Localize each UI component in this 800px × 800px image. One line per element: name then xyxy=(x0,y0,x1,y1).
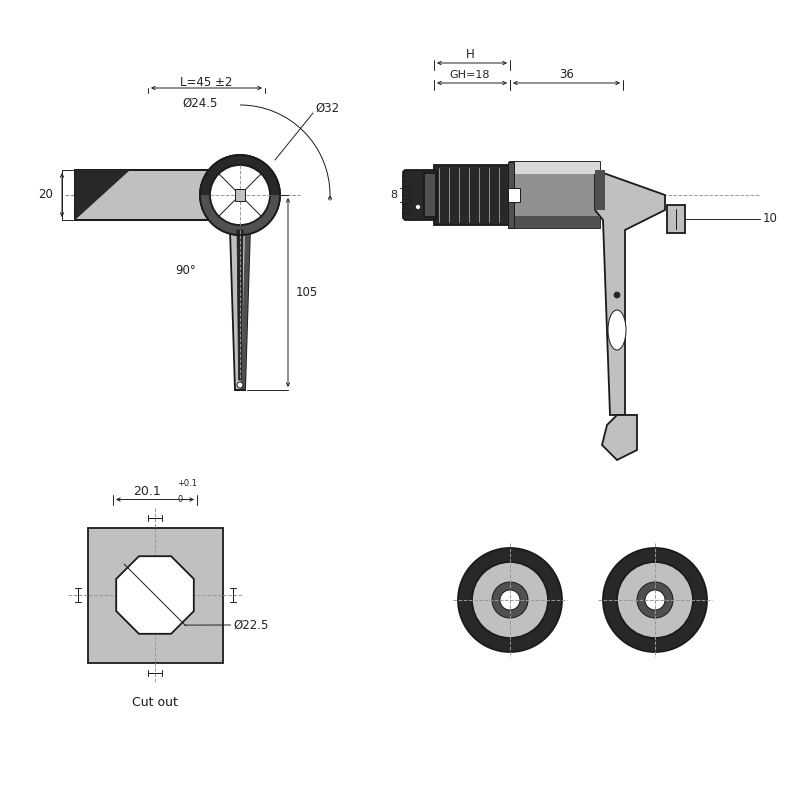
Text: 8: 8 xyxy=(390,190,397,200)
Polygon shape xyxy=(241,230,250,390)
Bar xyxy=(424,173,436,217)
Bar xyxy=(87,527,222,662)
Bar xyxy=(235,189,245,201)
Bar xyxy=(667,205,685,233)
Text: +0.1: +0.1 xyxy=(177,479,197,489)
Bar xyxy=(75,170,234,220)
Bar xyxy=(434,165,510,225)
Bar xyxy=(508,162,514,228)
Bar xyxy=(510,162,600,174)
Text: 105: 105 xyxy=(296,286,318,299)
Text: 0: 0 xyxy=(177,494,182,503)
Circle shape xyxy=(603,548,707,652)
Text: Ø24.5: Ø24.5 xyxy=(182,97,218,110)
Polygon shape xyxy=(75,170,130,220)
Circle shape xyxy=(415,205,421,210)
Wedge shape xyxy=(200,155,280,195)
Circle shape xyxy=(614,292,620,298)
Circle shape xyxy=(458,548,562,652)
Wedge shape xyxy=(200,195,280,235)
Circle shape xyxy=(645,590,665,610)
Circle shape xyxy=(472,562,548,638)
Ellipse shape xyxy=(608,310,626,350)
Polygon shape xyxy=(237,230,243,380)
Bar xyxy=(402,199,410,204)
Circle shape xyxy=(617,562,693,638)
Circle shape xyxy=(637,582,673,618)
Bar xyxy=(510,162,600,228)
Polygon shape xyxy=(230,230,250,390)
Text: L=45 ±2: L=45 ±2 xyxy=(180,75,233,89)
Circle shape xyxy=(200,155,280,235)
Polygon shape xyxy=(602,415,637,460)
Text: 36: 36 xyxy=(559,69,574,82)
Text: GH=18: GH=18 xyxy=(450,70,490,80)
Bar xyxy=(508,188,520,202)
Text: 20.1: 20.1 xyxy=(133,485,161,498)
Polygon shape xyxy=(116,556,194,634)
Polygon shape xyxy=(214,170,234,188)
Bar xyxy=(510,216,600,228)
Circle shape xyxy=(500,590,520,610)
Text: Ø32: Ø32 xyxy=(315,102,339,114)
Circle shape xyxy=(210,165,270,225)
FancyBboxPatch shape xyxy=(403,170,437,220)
Bar xyxy=(402,208,410,213)
Polygon shape xyxy=(595,170,605,210)
Bar xyxy=(402,190,410,195)
Polygon shape xyxy=(595,170,665,415)
Text: 10: 10 xyxy=(763,213,778,226)
Text: Cut out: Cut out xyxy=(132,696,178,709)
Circle shape xyxy=(492,582,528,618)
Text: 90°: 90° xyxy=(175,263,196,277)
Text: Ø22.5: Ø22.5 xyxy=(234,618,269,631)
Circle shape xyxy=(237,382,243,388)
Bar xyxy=(402,181,410,186)
Text: 20: 20 xyxy=(38,189,53,202)
Text: H: H xyxy=(466,49,474,62)
